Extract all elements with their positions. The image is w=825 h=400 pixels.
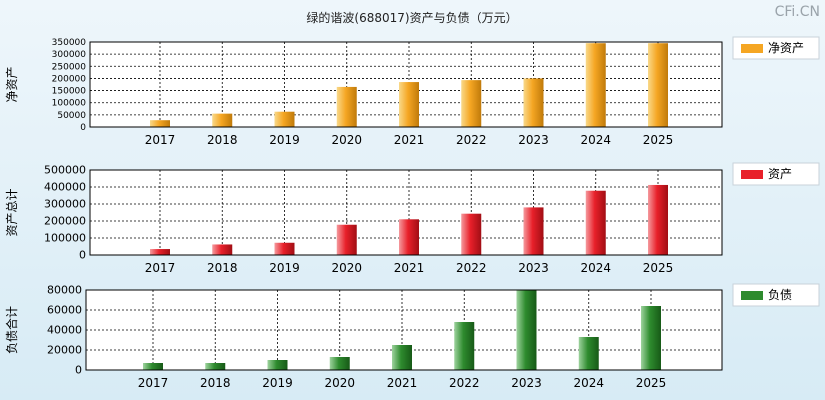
y-tick-label: 50000 [57,111,86,121]
x-tick-label: 2019 [269,261,300,275]
bar-2021 [399,82,419,127]
bar-2020 [336,86,357,127]
y-tick-label: 350000 [52,38,87,48]
legend-box [732,36,820,60]
x-tick-label: 2019 [269,133,300,147]
bar-2020 [329,357,350,370]
y-tick-label: 100000 [52,99,87,109]
x-tick-label: 2024 [580,261,611,275]
bar-2024 [578,337,599,370]
bar-2024 [585,43,606,127]
x-tick-label: 2022 [456,261,487,275]
x-tick-label: 2020 [324,376,355,390]
y-axis-title: 负债合计 [4,306,19,354]
legend-label: 净资产 [768,41,804,55]
bar-2025 [648,43,668,127]
x-tick-label: 2022 [449,376,480,390]
x-tick-label: 2024 [580,133,611,147]
bar-2017 [143,363,163,370]
y-axis-title: 资产总计 [5,188,19,236]
legend-label: 负债 [768,288,792,302]
x-tick-label: 2025 [636,376,667,390]
legend-label: 资产 [768,167,792,181]
bar-2019 [274,111,295,127]
bar-2018 [212,244,233,255]
legend-swatch [741,44,763,53]
plot-border [85,289,723,371]
bar-2021 [399,219,419,255]
plot-border [89,41,723,128]
bar-2018 [212,113,233,127]
x-tick-label: 2022 [456,133,487,147]
bar-2019 [274,242,295,255]
y-tick-label: 60000 [47,304,82,317]
y-tick-label: 100000 [44,232,86,245]
bar-2022 [454,322,475,370]
x-tick-label: 2021 [394,261,425,275]
x-tick-label: 2025 [643,261,674,275]
chart-panel-1: 0 50000 100000 150000 200000 250000 300000 3500… [5,36,820,147]
x-tick-label: 2018 [207,261,238,275]
bar-2020 [336,224,357,255]
bar-2022 [461,80,482,127]
y-tick-label: 20000 [47,344,82,357]
bar-2021 [392,345,412,370]
x-tick-label: 2017 [145,133,176,147]
x-tick-label: 2023 [511,376,542,390]
y-tick-label: 300000 [44,198,86,211]
bar-2022 [461,213,482,255]
legend-swatch [741,291,763,300]
watermark: CFi.CN [775,4,820,20]
chart-panel-2: 0 100000 200000 300000 400000 500000 2017 2018 2… [5,162,820,275]
y-tick-label: 0 [79,249,86,262]
x-tick-label: 2018 [207,133,238,147]
y-tick-label: 250000 [52,62,87,72]
legend: 资产 [732,162,820,186]
y-tick-label: 200000 [52,74,87,84]
bar-2023 [523,207,544,255]
y-tick-label: 80000 [47,284,82,297]
chart-panel-3: 0 20000 40000 60000 80000 2017 2018 2019 2020 202… [4,283,820,390]
x-tick-label: 2024 [573,376,604,390]
y-tick-label: 0 [80,123,86,133]
y-tick-label: 300000 [52,50,87,60]
legend-swatch [741,170,763,179]
y-tick-label: 400000 [44,181,86,194]
y-tick-label: 0 [75,364,82,377]
bar-2017 [150,120,170,127]
bar-2023 [523,78,544,127]
bar-2018 [205,363,226,370]
chart-title: 绿的谐波(688017)资产与负债（万元） [306,10,517,25]
y-tick-label: 150000 [52,87,87,97]
x-tick-label: 2017 [145,261,176,275]
y-tick-label: 200000 [44,215,86,228]
bar-2024 [585,190,606,255]
x-tick-label: 2020 [331,133,362,147]
bar-2019 [267,360,288,370]
y-axis-title: 净资产 [5,66,19,102]
bar-2023 [516,290,537,370]
x-tick-label: 2017 [138,376,169,390]
x-tick-label: 2019 [262,376,293,390]
x-tick-label: 2021 [387,376,418,390]
x-tick-label: 2023 [518,261,549,275]
plot-border [89,169,723,256]
bar-2025 [641,306,661,370]
legend-box [732,162,820,186]
legend: 净资产 [732,36,820,60]
legend: 负债 [732,283,820,307]
x-tick-label: 2025 [643,133,674,147]
x-tick-label: 2021 [394,133,425,147]
legend-box [732,283,820,307]
x-tick-label: 2018 [200,376,231,390]
bar-2025 [648,184,668,255]
y-tick-label: 40000 [47,324,82,337]
y-tick-label: 500000 [44,164,86,177]
x-tick-label: 2023 [518,133,549,147]
x-tick-label: 2020 [331,261,362,275]
bar-2017 [150,249,170,255]
